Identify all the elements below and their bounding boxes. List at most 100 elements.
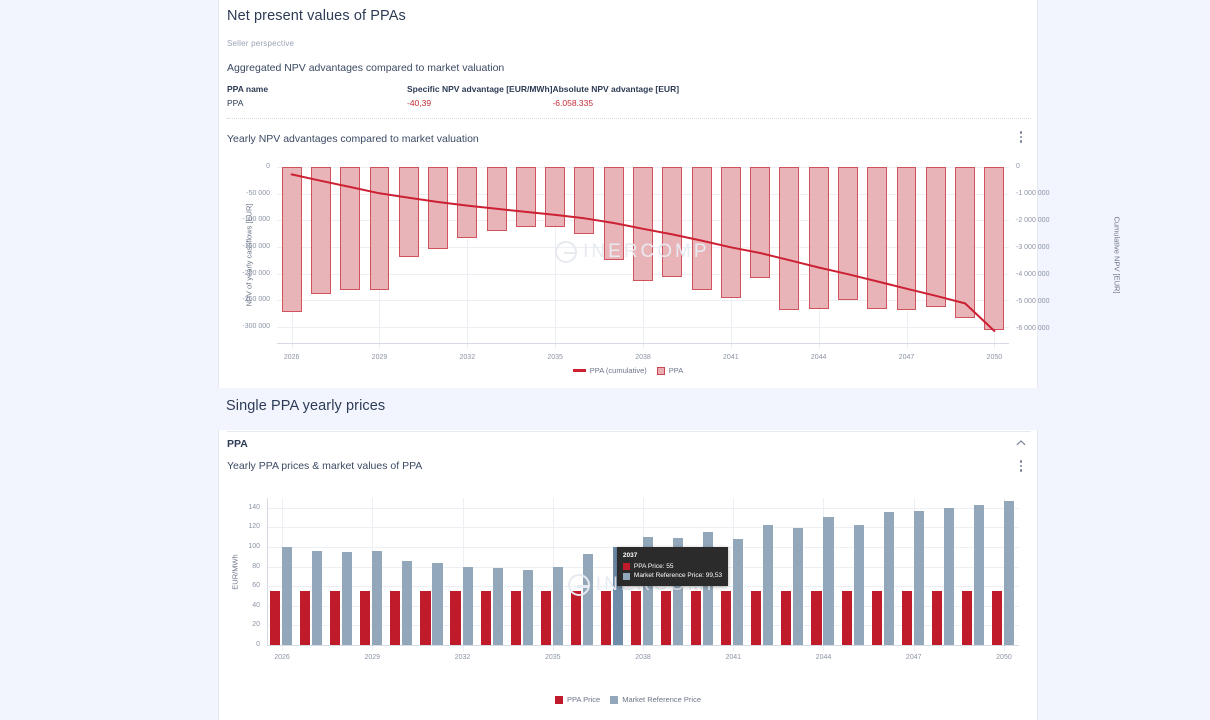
bar-market-reference-price-2028 — [342, 552, 353, 645]
square-swatch-icon — [656, 366, 665, 375]
col-absolute-npv: Absolute NPV advantage [EUR] — [552, 84, 680, 94]
tooltip-row: PPA Price: 55 — [622, 562, 722, 571]
kebab-menu-icon[interactable] — [1014, 129, 1028, 145]
legend-label: PPA — [668, 366, 684, 375]
bar-npv-2033 — [486, 167, 507, 231]
x-axis-tick-label: 2038 — [635, 354, 651, 361]
x-axis-tick-label: 2041 — [723, 354, 739, 361]
bar-ppa-price-2047 — [901, 591, 912, 645]
x-axis-tick-label: 2026 — [274, 654, 290, 661]
tooltip-row: Market Reference Price: 99,53 — [622, 571, 723, 580]
y2-axis-tick-label: -5 000 000 — [1016, 298, 1050, 306]
y-axis-tick-label: 40 — [252, 601, 260, 609]
tooltip-swatch-icon — [622, 563, 630, 571]
bar-ppa-price-2037 — [600, 591, 611, 645]
y-axis-tick-label: 80 — [252, 562, 260, 570]
y-axis-tick-label: -50 000 — [246, 189, 270, 197]
legend-label: PPA Price — [567, 695, 601, 704]
x-axis-tick-label: 2026 — [283, 354, 300, 361]
bar-market-reference-price-2037 — [612, 547, 623, 645]
x-axis-tick-label: 2050 — [996, 654, 1012, 661]
y2-axis-tick-label: -4 000 000 — [1016, 271, 1050, 279]
npv-section-card: Net present values of PPAs Seller perspe… — [218, 0, 1122, 388]
bar-ppa-price-2042 — [751, 591, 762, 645]
cell-specific-npv: -40,39 — [407, 98, 432, 108]
legend-label: Market Reference Price — [622, 695, 701, 704]
tooltip-row-label: Market Reference Price: 99,53 — [633, 572, 723, 580]
y-axis-tick-label: 0 — [256, 641, 260, 648]
x-axis-tick-label: 2038 — [635, 654, 651, 661]
legend-item-ppa[interactable]: PPA — [656, 366, 684, 375]
bar-ppa-price-2044 — [811, 591, 822, 645]
y2-axis-title: Cumulative NPV [EUR] — [1112, 216, 1122, 294]
bar-npv-2032 — [457, 167, 478, 238]
single-ppa-title: Single PPA yearly prices — [226, 398, 386, 414]
y2-axis-tick-label: -1 000 000 — [1016, 190, 1050, 198]
table-divider — [227, 118, 1031, 119]
bar-market-reference-price-2050 — [1003, 501, 1015, 645]
bar-market-reference-price-2030 — [402, 561, 413, 645]
bar-npv-2043 — [779, 167, 800, 310]
bar-market-reference-price-2039 — [673, 537, 684, 645]
bar-market-reference-price-2032 — [462, 566, 473, 645]
bar-npv-2028 — [340, 167, 361, 290]
bar-ppa-price-2039 — [661, 591, 672, 645]
bar-ppa-price-2049 — [961, 591, 972, 645]
y-axis-tick-label: -250 000 — [242, 296, 270, 304]
bar-market-reference-price-2027 — [312, 551, 323, 645]
chart1-title: Yearly NPV advantages compared to market… — [227, 133, 479, 145]
bar-ppa-price-2043 — [781, 591, 792, 645]
bar-npv-2049 — [955, 167, 976, 318]
legend-item-ppa-price[interactable]: PPA Price — [555, 695, 600, 704]
x-axis-tick-label: 2029 — [371, 354, 388, 361]
y-axis-tick-label: 100 — [248, 543, 260, 550]
bar-ppa-price-2038 — [630, 591, 642, 645]
x-axis-tick-label: 2029 — [364, 654, 381, 661]
bar-npv-2037 — [603, 167, 624, 261]
bar-ppa-price-2033 — [480, 591, 491, 645]
bar-ppa-price-2026 — [270, 591, 281, 645]
aggregated-npv-subtitle: Aggregated NPV advantages compared to ma… — [227, 62, 505, 74]
line-swatch-icon — [572, 369, 586, 372]
bar-market-reference-price-2034 — [522, 569, 533, 645]
table-row: PPA -40,39 -6.058.335 — [227, 98, 787, 108]
bar-market-reference-price-2026 — [282, 546, 293, 645]
y-axis-tick-label: -300 000 — [242, 323, 270, 330]
x-axis-tick-label: 2047 — [905, 654, 922, 661]
bar-market-reference-price-2038 — [643, 536, 654, 645]
x-axis-line — [267, 645, 1019, 646]
legend-item-market-reference-price[interactable]: Market Reference Price — [610, 695, 701, 704]
y-axis-tick-label: 0 — [266, 163, 270, 170]
bar-npv-2027 — [310, 167, 331, 294]
y2-axis-tick-label: -2 000 000 — [1016, 217, 1050, 225]
col-ppa-name: PPA name — [227, 84, 269, 94]
chart1-legend: PPA (cumulative) PPA — [219, 366, 1037, 375]
bar-ppa-price-2050 — [991, 591, 1003, 645]
legend-label: PPA (cumulative) — [589, 366, 647, 375]
bar-market-reference-price-2045 — [853, 525, 864, 645]
x-axis-tick-label: 2047 — [898, 354, 915, 361]
bar-npv-2034 — [515, 167, 536, 227]
bar-ppa-price-2040 — [691, 591, 702, 645]
page-title: Net present values of PPAs — [227, 8, 406, 24]
bar-ppa-price-2046 — [871, 591, 882, 645]
bar-market-reference-price-2029 — [372, 551, 383, 645]
x-axis-tick-label: 2050 — [986, 354, 1003, 361]
bar-ppa-price-2035 — [540, 591, 551, 645]
bar-npv-2029 — [369, 167, 390, 290]
bar-market-reference-price-2031 — [432, 563, 443, 645]
square-swatch-icon — [555, 695, 563, 704]
bar-ppa-price-2045 — [841, 591, 852, 645]
y2-axis-tick-label: -3 000 000 — [1016, 244, 1050, 252]
bar-market-reference-price-2043 — [793, 527, 804, 645]
ppa-prices-card: PPA Yearly PPA prices & market values of… — [218, 430, 1038, 720]
bar-ppa-price-2031 — [420, 591, 431, 645]
legend-item-ppa-cumulative[interactable]: PPA (cumulative) — [572, 366, 647, 375]
y-axis-tick-label: 60 — [252, 582, 260, 590]
bar-market-reference-price-2040 — [703, 531, 714, 645]
bar-market-reference-price-2049 — [973, 504, 984, 645]
kebab-menu-icon[interactable] — [1014, 458, 1028, 474]
bar-market-reference-price-2044 — [823, 516, 834, 645]
chevron-up-icon[interactable] — [1014, 436, 1028, 450]
bar-npv-2035 — [545, 167, 566, 227]
